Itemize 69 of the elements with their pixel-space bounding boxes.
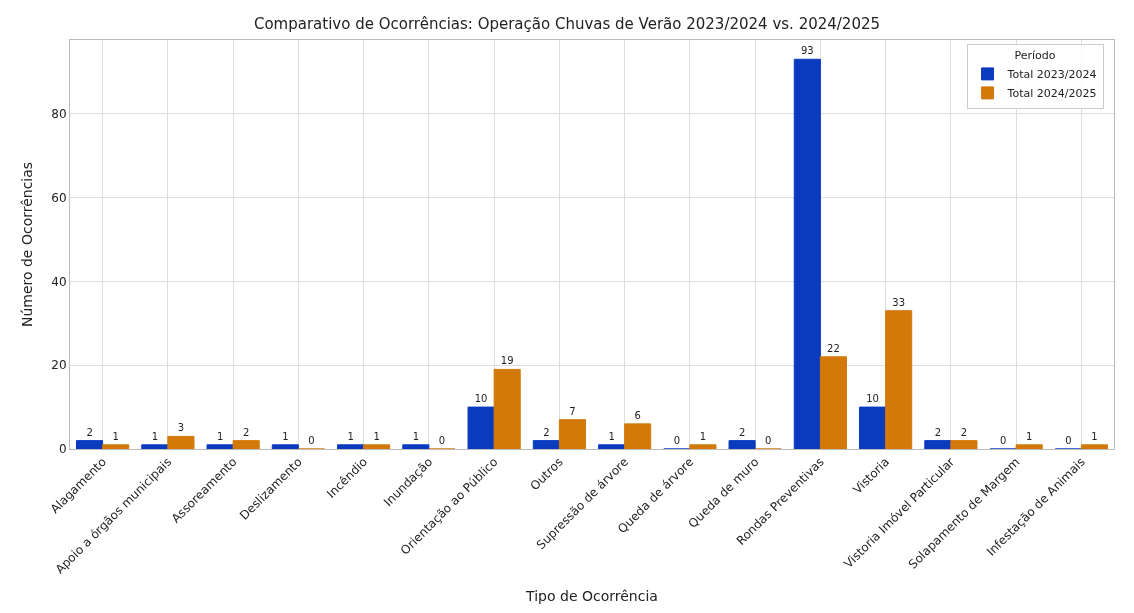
data-label: 7 — [569, 405, 576, 417]
data-label: 1 — [112, 430, 119, 442]
bar — [689, 444, 717, 449]
bar — [598, 444, 626, 449]
bar — [232, 440, 260, 449]
data-label: 0 — [308, 435, 315, 446]
bar — [271, 444, 299, 449]
bar — [402, 444, 430, 449]
data-label: 33 — [892, 296, 906, 308]
legend-label: Total 2024/2025 — [1006, 87, 1097, 101]
y-axis-title: Número de Ocorrências — [18, 161, 35, 328]
data-label: 1 — [151, 430, 159, 442]
data-label: 1 — [608, 430, 615, 442]
data-label: 1 — [216, 430, 224, 442]
legend-label: Total 2023/2024 — [1006, 68, 1097, 82]
data-label: 0 — [673, 435, 681, 446]
bar — [924, 440, 952, 449]
data-label: 1 — [1025, 430, 1033, 442]
y-tick-label: 0 — [58, 442, 67, 457]
data-label: 10 — [474, 393, 488, 405]
bar — [885, 310, 913, 449]
bar — [1015, 444, 1043, 449]
bar — [1080, 444, 1108, 449]
y-tick-label: 20 — [51, 358, 67, 373]
data-label: 19 — [500, 355, 514, 367]
legend-title: Período — [1014, 49, 1056, 63]
data-label: 6 — [634, 409, 641, 421]
bar — [76, 440, 104, 449]
bar — [493, 368, 521, 449]
data-label: 22 — [827, 342, 840, 354]
data-label: 93 — [800, 45, 814, 57]
bar — [859, 406, 887, 449]
data-label: 2 — [738, 426, 746, 438]
data-label: 1 — [1091, 430, 1098, 442]
data-label: 0 — [999, 435, 1007, 446]
bar — [532, 440, 560, 449]
bar — [558, 419, 586, 449]
data-label: 0 — [1065, 435, 1072, 446]
data-label: 2 — [86, 426, 93, 438]
bar — [467, 406, 495, 449]
bar — [728, 440, 756, 449]
data-label: 2 — [242, 426, 250, 438]
bar — [950, 440, 978, 449]
y-tick-label: 80 — [51, 106, 67, 121]
data-label: 1 — [373, 430, 380, 442]
data-label: 2 — [543, 426, 550, 438]
y-tick-label: 40 — [51, 274, 67, 289]
bar — [363, 444, 391, 449]
data-label: 1 — [699, 430, 707, 442]
data-label: 3 — [177, 422, 185, 434]
data-label: 2 — [960, 426, 968, 438]
chart-title: Comparativo de Ocorrências: Operação Chuvas de Verão 2023/2024 vs. 2024/2025 — [253, 14, 881, 33]
bar — [819, 356, 847, 449]
bar — [624, 423, 652, 449]
data-label: 1 — [282, 430, 289, 442]
data-label: 1 — [412, 430, 420, 442]
bar — [141, 444, 169, 449]
x-axis-title: Tipo de Ocorrência — [525, 587, 658, 604]
data-label: 0 — [438, 435, 446, 446]
bar — [793, 58, 821, 449]
data-label: 10 — [866, 393, 879, 405]
bar — [206, 444, 234, 449]
bar — [102, 444, 130, 449]
data-label: 0 — [764, 435, 772, 446]
data-label: 2 — [934, 426, 942, 438]
bar — [167, 435, 195, 449]
y-tick-label: 60 — [51, 190, 67, 205]
data-label: 1 — [347, 430, 354, 442]
bar — [337, 444, 365, 449]
